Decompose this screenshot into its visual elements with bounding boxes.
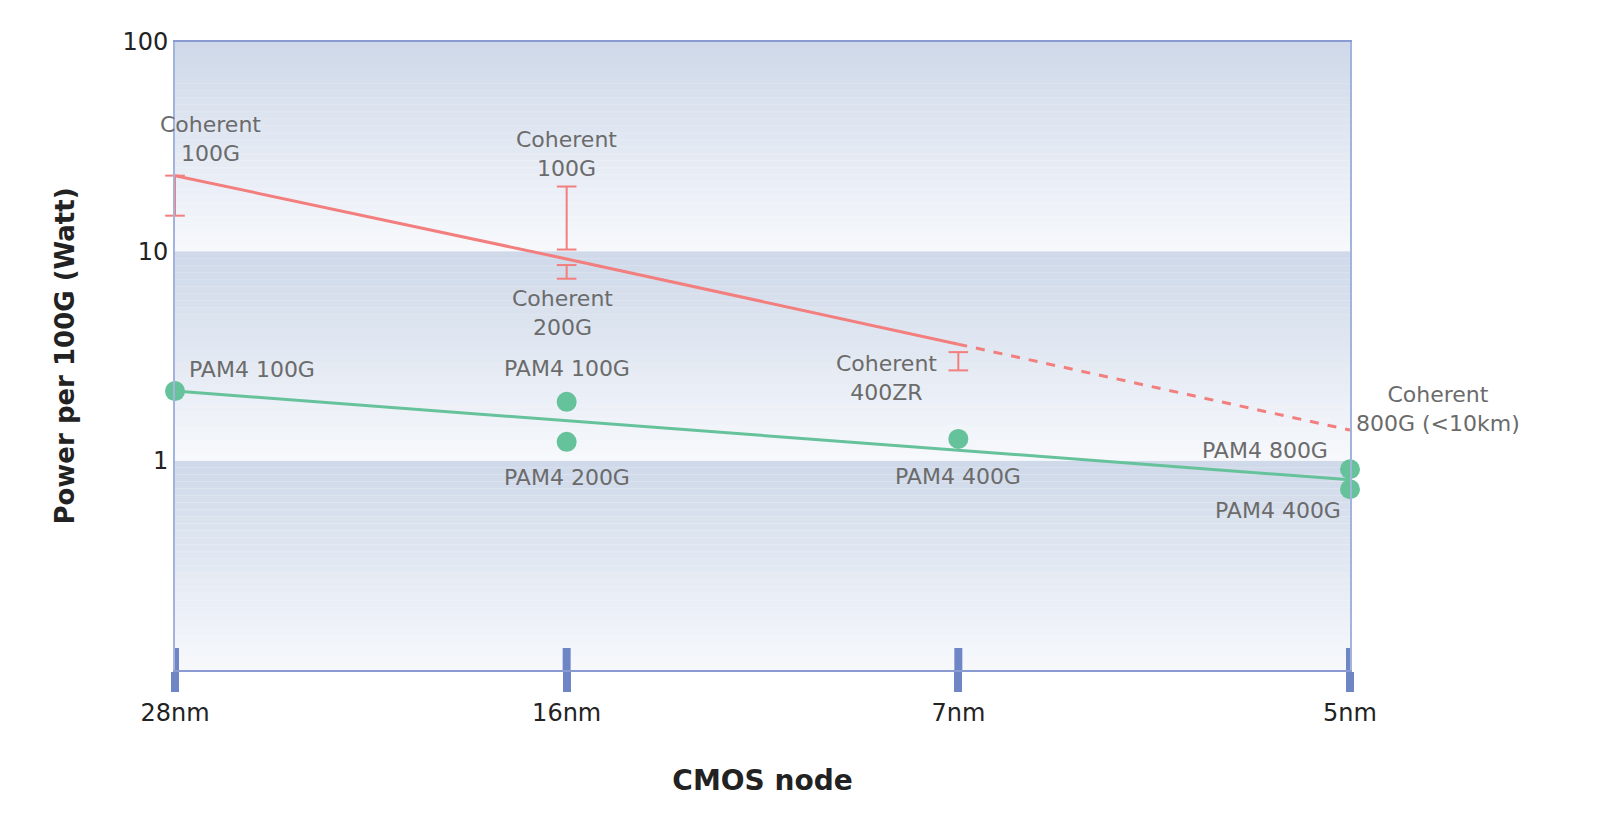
svg-text:PAM4 800G: PAM4 800G [1202, 438, 1328, 463]
svg-text:16nm: 16nm [532, 699, 601, 727]
svg-text:PAM4 100G: PAM4 100G [189, 357, 315, 382]
svg-text:PAM4 100G: PAM4 100G [504, 356, 630, 381]
svg-text:PAM4 200G: PAM4 200G [504, 465, 630, 490]
svg-text:Coherent400ZR: Coherent400ZR [836, 351, 937, 405]
svg-text:5nm: 5nm [1323, 699, 1377, 727]
svg-text:10: 10 [138, 238, 169, 266]
svg-text:Power per 100G (Watt): Power per 100G (Watt) [50, 187, 80, 524]
svg-text:7nm: 7nm [931, 699, 985, 727]
svg-text:CMOS node: CMOS node [672, 764, 852, 797]
svg-text:Coherent100G: Coherent100G [516, 127, 617, 181]
svg-text:28nm: 28nm [140, 699, 209, 727]
svg-text:1: 1 [153, 447, 168, 475]
svg-text:PAM4 400G: PAM4 400G [1215, 498, 1341, 523]
svg-text:Coherent100G: Coherent100G [160, 112, 261, 166]
svg-text:PAM4 400G: PAM4 400G [895, 464, 1021, 489]
svg-text:100: 100 [122, 28, 168, 56]
svg-text:Coherent800G (<10km): Coherent800G (<10km) [1356, 382, 1520, 436]
svg-text:Coherent200G: Coherent200G [512, 286, 613, 340]
